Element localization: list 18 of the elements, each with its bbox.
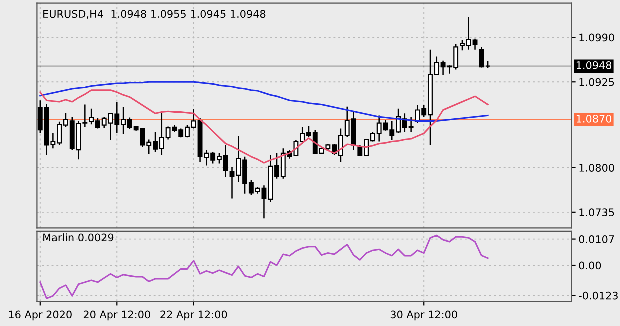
y-tick-label: 1.0800 xyxy=(580,164,614,172)
x-tick-label: 16 Apr 2020 xyxy=(9,310,72,321)
line-series xyxy=(40,234,489,300)
candlestick xyxy=(479,46,484,68)
annotation: Marlin 0.0029 xyxy=(44,234,114,242)
y-tick-label: 1.0925 xyxy=(580,78,614,86)
y-tick-label: 0.00 xyxy=(579,262,602,270)
y-tick-label: 1.0990 xyxy=(580,34,614,42)
ref-line-label: 1.0948 xyxy=(576,61,612,70)
x-tick-label: 20 Apr 12:00 xyxy=(84,310,150,321)
annotation: EURUSD,H4 1.0948 1.0955 1.0945 1.0948 xyxy=(44,10,266,20)
x-tick-label: 30 Apr 12:00 xyxy=(390,310,458,321)
y-tick-label: 1.0735 xyxy=(580,208,614,217)
ref-line-label: 1.0870 xyxy=(576,114,612,123)
x-tick-label: 22 Apr 12:00 xyxy=(160,310,228,321)
line-series xyxy=(40,90,489,164)
y-tick-label: -0.0123 xyxy=(579,292,618,300)
y-tick-label: 0.0107 xyxy=(579,236,614,244)
